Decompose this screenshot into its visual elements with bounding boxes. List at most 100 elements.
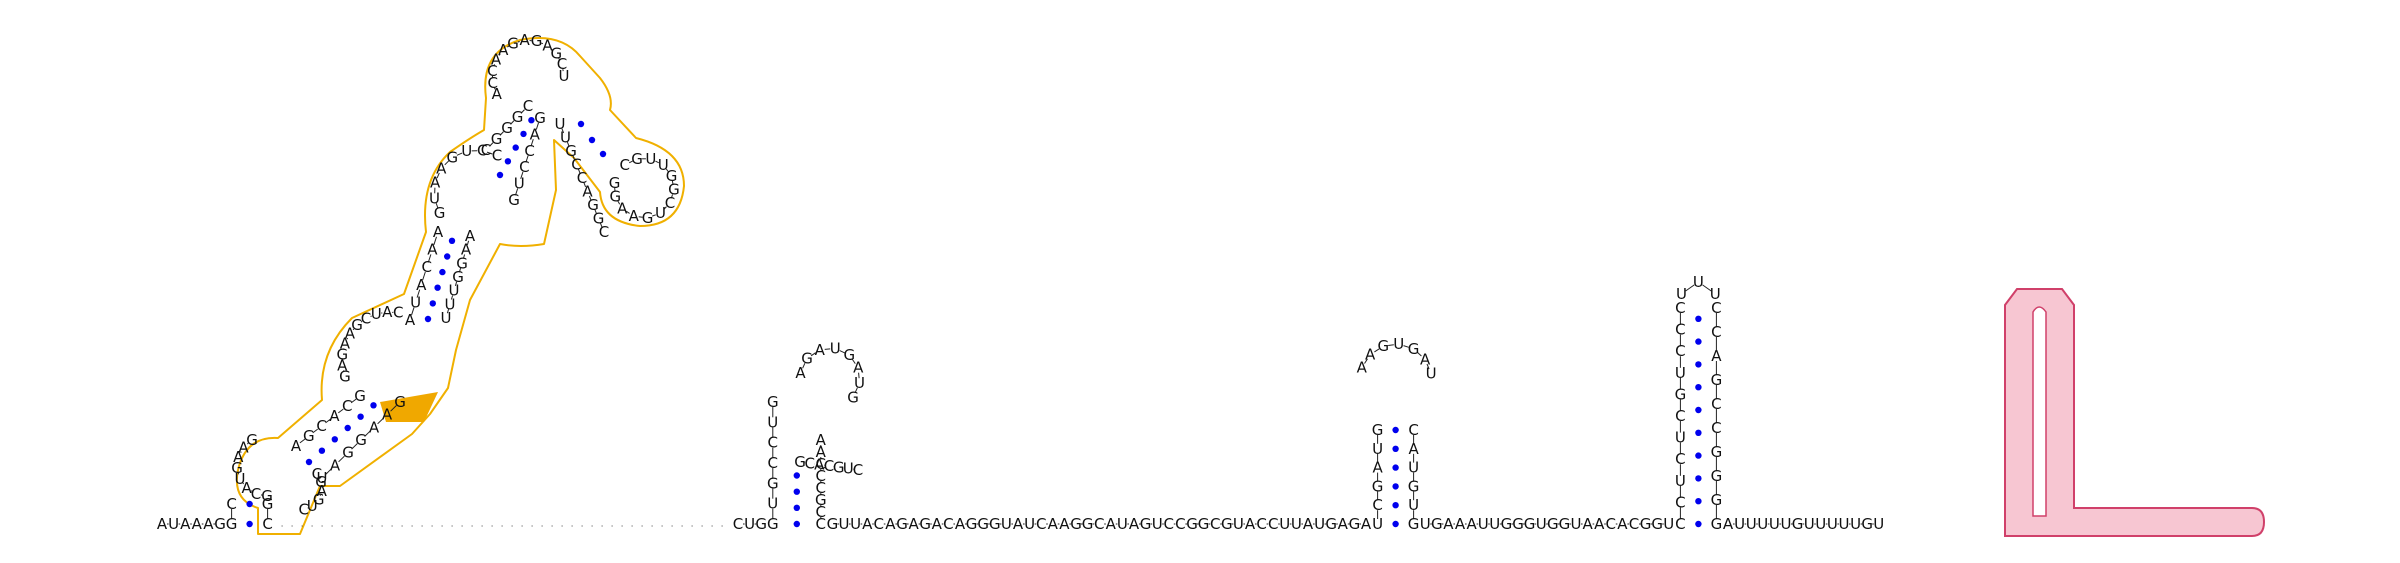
- nucleotide-60: A: [465, 227, 476, 245]
- nucleotide-148: U: [839, 515, 850, 533]
- nucleotide-253: C: [1711, 395, 1721, 413]
- base-pair-dot: [1695, 338, 1702, 345]
- backbone-link: [577, 168, 581, 174]
- nucleotide-10: G: [262, 495, 274, 513]
- nucleotide-18: G: [246, 431, 258, 449]
- backbone-link: [535, 122, 539, 130]
- base-pair-dot: [424, 315, 432, 323]
- nucleotide-47: C: [393, 304, 403, 322]
- backbone-link: [312, 428, 319, 434]
- nucleotide-21: A: [317, 482, 328, 500]
- backbone-link: [566, 141, 570, 147]
- nucleotide-216: A: [1455, 515, 1466, 533]
- nucleotide-120: C: [768, 454, 778, 472]
- nucleotide-161: G: [989, 515, 1001, 533]
- nucleotide-198: U: [1372, 440, 1383, 458]
- nucleotide-122: U: [767, 413, 778, 431]
- nucleotide-24: C: [299, 501, 309, 519]
- nucleotide-109: C: [577, 169, 587, 187]
- base-pair-dot: [434, 284, 441, 291]
- backbone-link: [493, 64, 495, 67]
- nucleotide-121: C: [768, 434, 778, 452]
- nucleotide-113: C: [599, 223, 609, 241]
- nucleotide-89: G: [550, 45, 562, 63]
- nucleotide-153: G: [896, 515, 908, 533]
- nucleotide-88: A: [542, 37, 553, 55]
- nucleotide-136: G: [843, 346, 855, 364]
- nucleotide-65: G: [446, 148, 458, 166]
- nucleotide-11: G: [261, 487, 273, 505]
- highlight-patch: [380, 392, 438, 422]
- backbone-link: [436, 172, 440, 179]
- base-pair-dot: [1392, 502, 1399, 509]
- backbone-link: [435, 202, 439, 209]
- nucleotide-147: G: [827, 515, 839, 533]
- nucleotide-227: A: [1582, 515, 1593, 533]
- backbone-link: [1388, 344, 1394, 346]
- nucleotide-75: U: [514, 175, 525, 193]
- backbone-link: [665, 168, 670, 173]
- nucleotide-57: G: [452, 268, 464, 286]
- nucleotide-259: A: [1723, 515, 1734, 533]
- nucleotide-16: A: [233, 448, 244, 466]
- nucleotide-211: U: [1408, 496, 1419, 514]
- nucleotide-17: A: [238, 438, 249, 456]
- nucleotide-196: G: [1372, 477, 1384, 495]
- base-pair-dot: [1695, 475, 1702, 482]
- backbone-link: [240, 451, 242, 453]
- base-pair-dot: [1695, 498, 1702, 505]
- highlight-layer: [236, 37, 2266, 537]
- nucleotide-160: G: [977, 515, 989, 533]
- nucleotide-231: C: [1629, 515, 1639, 533]
- base-pair-layer: [246, 117, 1702, 528]
- base-pair-dot: [793, 472, 800, 479]
- backbone-link: [530, 139, 534, 147]
- nucleotide-33: G: [342, 444, 354, 462]
- nucleotide-98: C: [665, 194, 675, 212]
- nucleotide-266: U: [1804, 515, 1815, 533]
- backbone-link: [663, 206, 667, 210]
- nucleotide-101: A: [629, 207, 640, 225]
- nucleotide-92: C: [619, 156, 629, 174]
- nucleotide-123: G: [767, 393, 779, 411]
- backbone-link: [670, 194, 673, 199]
- nucleotide-48: A: [405, 311, 416, 329]
- nucleotide-20: G: [315, 473, 327, 491]
- nucleotide-38: G: [339, 367, 351, 385]
- nucleotide-84: A: [498, 41, 509, 59]
- nucleotide-96: G: [666, 167, 678, 185]
- nucleotide-13: A: [241, 479, 252, 497]
- nucleotide-191: A: [1338, 515, 1349, 533]
- nucleotide-129: C: [816, 455, 826, 473]
- nucleotide-2: U: [168, 515, 179, 533]
- nucleotide-166: A: [1048, 515, 1059, 533]
- nucleotide-118: U: [767, 495, 778, 513]
- nucleotide-125: C: [816, 503, 826, 521]
- backbone-link: [433, 236, 437, 245]
- nucleotide-252: G: [1711, 371, 1723, 389]
- nucleotide-117: G: [767, 515, 779, 533]
- nucleotide-224: G: [1547, 515, 1559, 533]
- backbone-link: [427, 254, 432, 263]
- nucleotide-240: C: [1675, 407, 1685, 425]
- backbone-link: [510, 120, 515, 125]
- nucleotide-179: G: [1198, 515, 1210, 533]
- nucleotide-183: A: [1245, 515, 1256, 533]
- nucleotide-243: C: [1675, 342, 1685, 360]
- base-pair-dot: [246, 520, 253, 528]
- nucleotide-19: C: [312, 465, 322, 483]
- backbone-link: [652, 214, 656, 217]
- backbone-link: [493, 87, 496, 90]
- nucleotide-167: A: [1059, 515, 1070, 533]
- nucleotide-73: C: [523, 97, 533, 115]
- nucleotide-35: A: [369, 418, 380, 436]
- nucleotide-50: A: [416, 276, 427, 294]
- backbone-link: [507, 45, 510, 48]
- nucleotide-204: G: [1408, 340, 1420, 358]
- nucleotide-197: A: [1372, 459, 1383, 477]
- base-pair-dot: [1695, 315, 1702, 322]
- backbone-link: [854, 387, 858, 394]
- nucleotide-49: U: [410, 293, 421, 311]
- backbone-link: [550, 48, 553, 51]
